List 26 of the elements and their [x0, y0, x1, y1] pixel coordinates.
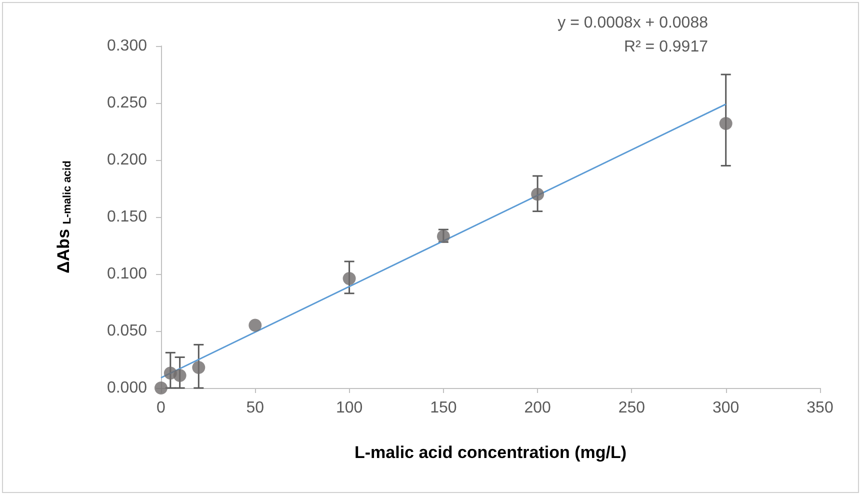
point	[173, 368, 186, 382]
x-tick-label: 100	[336, 400, 363, 416]
y-axis-title: ΔAbs L-malic acid	[54, 160, 74, 274]
y-tick-label: 0.000	[106, 380, 148, 396]
x-tick-label: 150	[430, 400, 457, 416]
x-tick-label: 350	[806, 400, 834, 416]
point	[192, 360, 206, 374]
x-tick-label: 0	[156, 400, 166, 416]
point	[154, 382, 168, 394]
point	[248, 318, 262, 332]
y-tick-label: 0.100	[106, 266, 148, 282]
y-tick-label: 0.200	[106, 152, 148, 168]
y-tick-label: 0.300	[106, 38, 148, 54]
x-tick-label: 250	[618, 400, 646, 416]
annotation: R² = 0.9917	[624, 38, 708, 56]
x-tick-label: 50	[246, 400, 264, 416]
point	[342, 272, 356, 286]
y-tick-label: 0.050	[106, 322, 148, 340]
x-tick-label: 200	[524, 400, 552, 416]
y-tick-label: 0.250	[106, 94, 148, 112]
point	[531, 188, 544, 201]
point	[719, 117, 732, 130]
text: y = 0.0008x + 0.0088	[558, 14, 708, 32]
y-tick-label: 0.150	[106, 208, 148, 226]
x-axis-title: L-malic acid concentration (mg/L)	[354, 443, 627, 462]
x-tick-label: 300	[712, 400, 740, 416]
